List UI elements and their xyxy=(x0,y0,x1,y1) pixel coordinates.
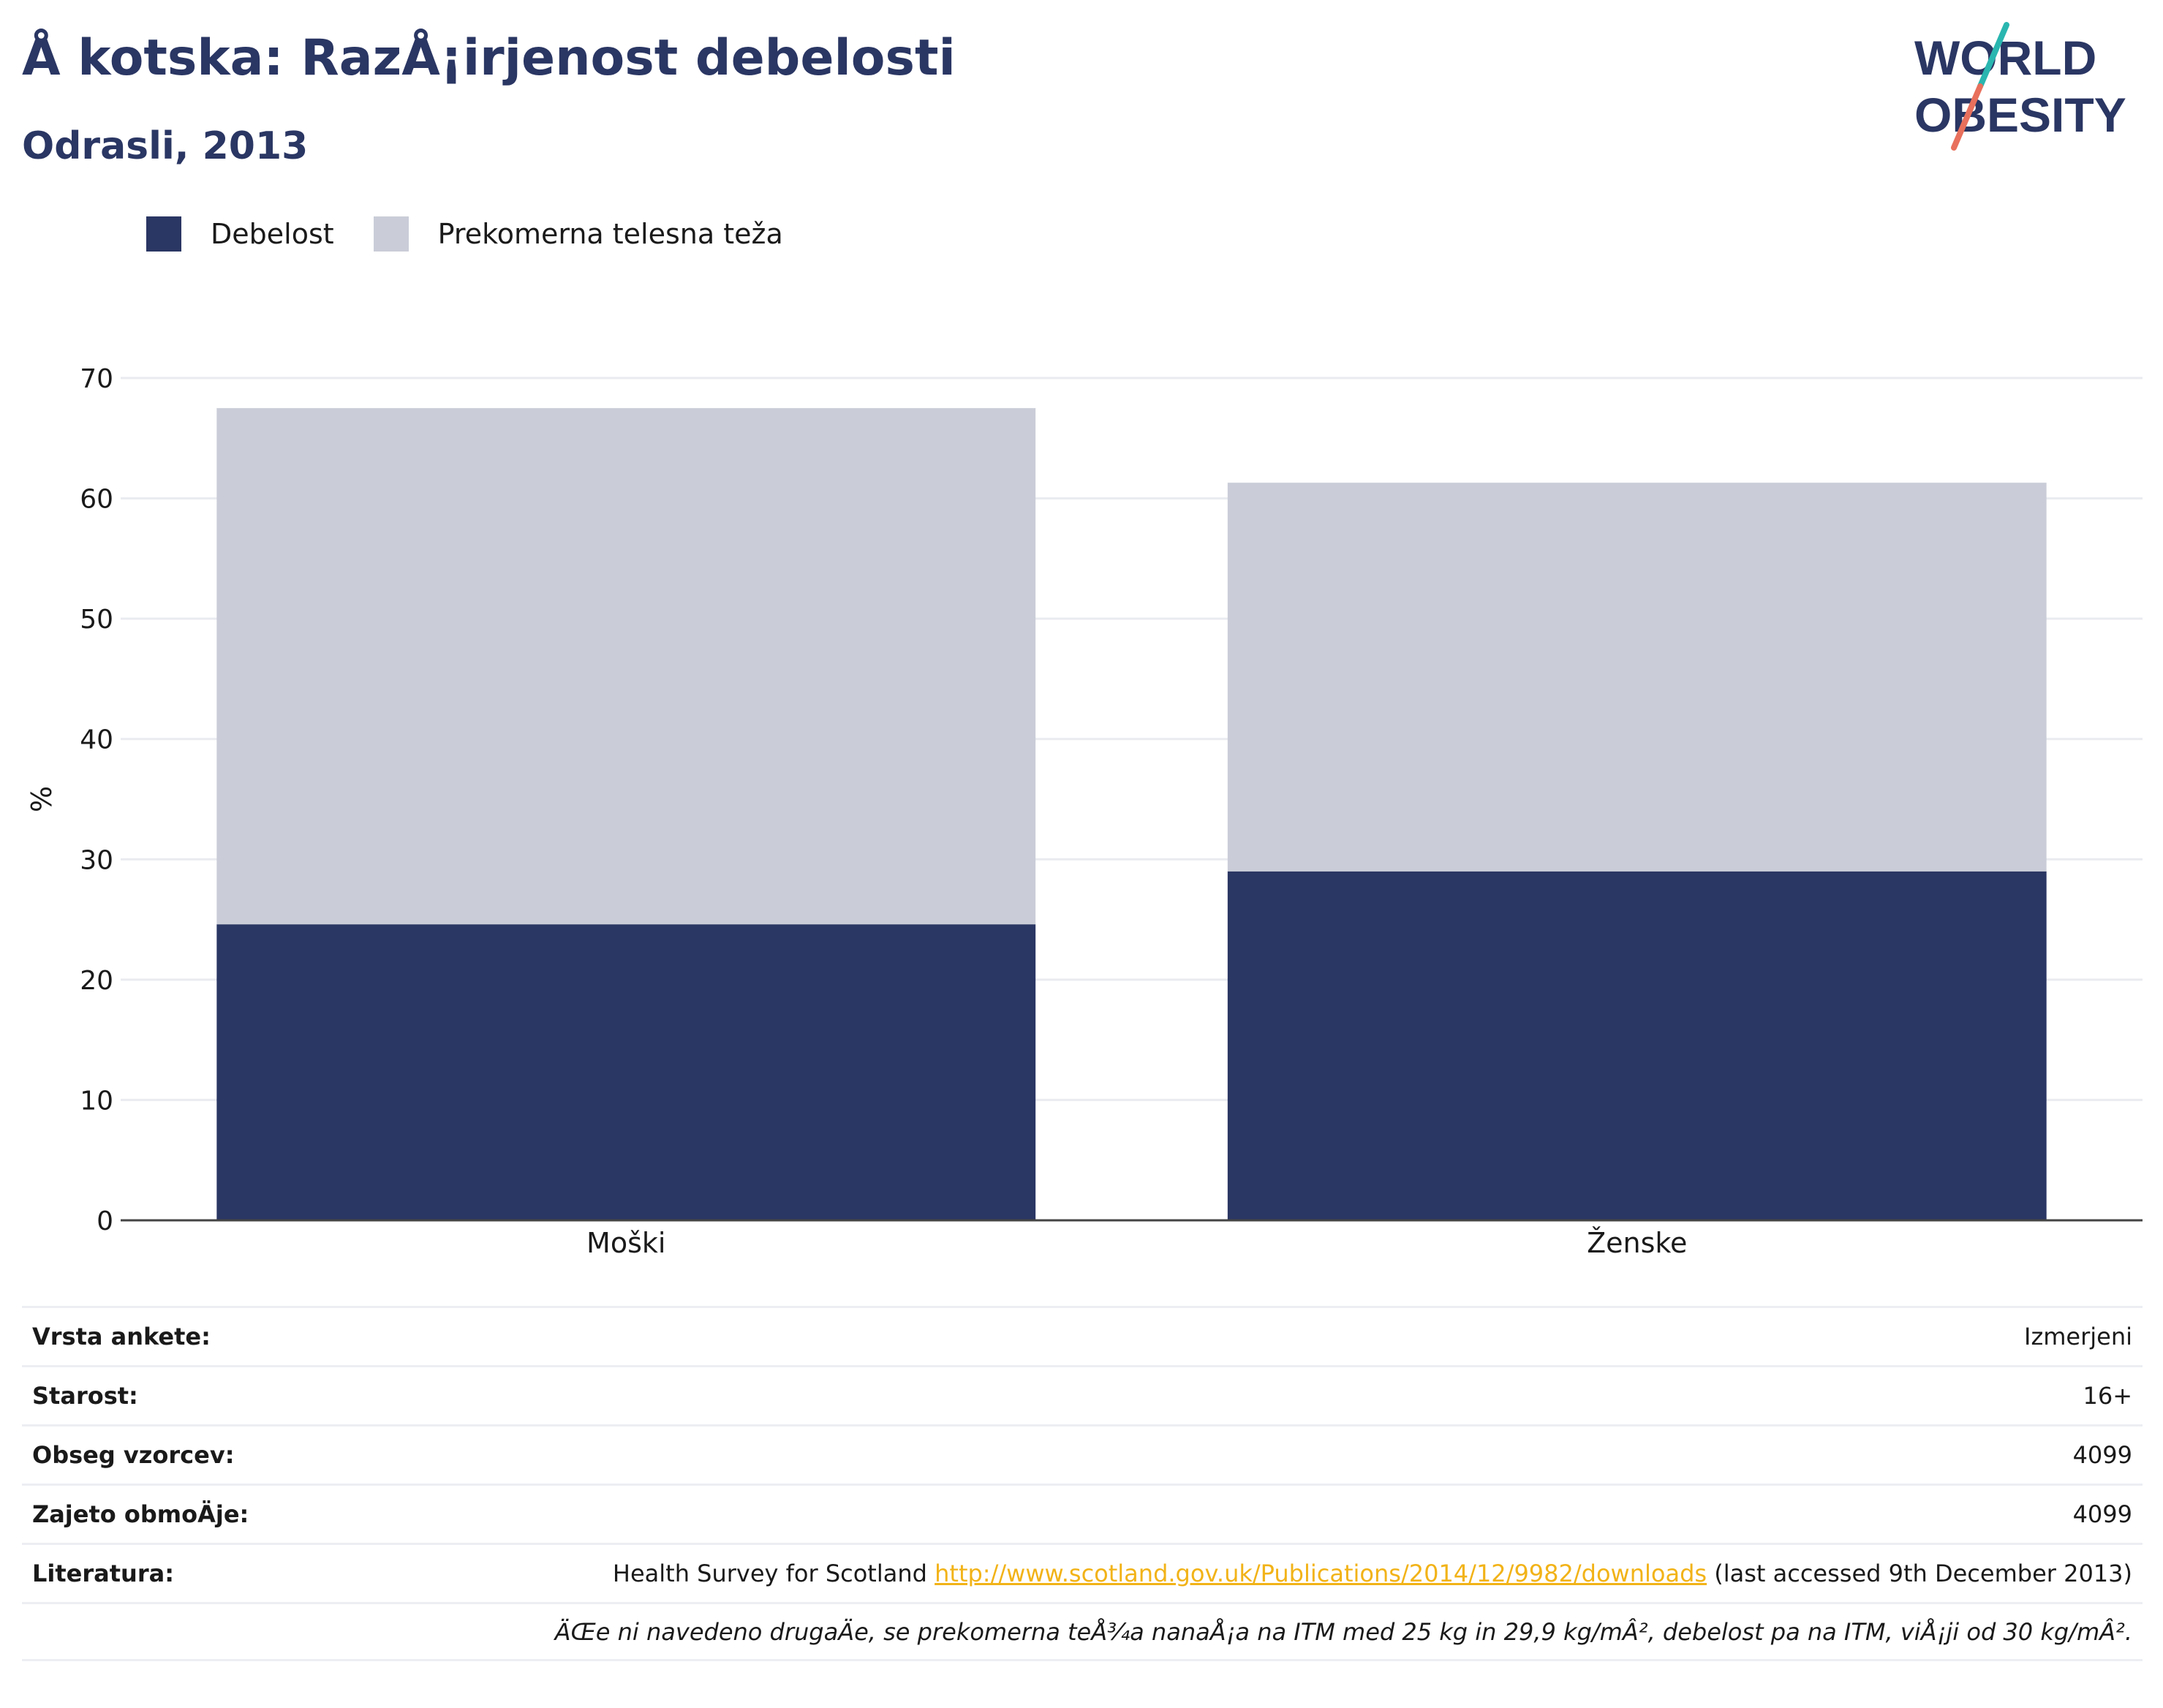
y-tick-label: 10 xyxy=(80,1086,113,1116)
logo-line2: OBESITY xyxy=(1914,88,2126,142)
logo-slash-bottom xyxy=(1951,83,1983,151)
bar-debelost-1 xyxy=(1227,871,2047,1220)
chart-subtitle: Odrasli, 2013 xyxy=(22,124,309,168)
y-axis-title: % xyxy=(26,786,58,812)
legend-swatch-debelost xyxy=(146,216,181,252)
info-note-row: ÄŒe ni navedeno drugaÄe, se prekomerna t… xyxy=(22,1602,2143,1661)
y-tick-label: 0 xyxy=(97,1206,113,1236)
y-tick-label: 60 xyxy=(80,485,113,515)
reference-prefix: Health Survey for Scotland xyxy=(612,1560,935,1587)
chart-legend: Debelost Prekomerna telesna teža xyxy=(146,216,823,252)
y-tick-label: 50 xyxy=(80,605,113,635)
info-key: Obseg vzorcev: xyxy=(32,1441,235,1469)
definition-note: ÄŒe ni navedeno drugaÄe, se prekomerna t… xyxy=(554,1617,2132,1646)
bar-prekomerna-0 xyxy=(216,408,1036,925)
reference-suffix: (last accessed 9th December 2013) xyxy=(1707,1560,2132,1587)
x-tick-label: Moški xyxy=(586,1227,665,1259)
chart-title: Å kotska: RazÅ¡irjenost debelosti xyxy=(22,29,956,87)
bar-debelost-0 xyxy=(216,924,1036,1220)
y-tick-label: 40 xyxy=(80,725,113,755)
x-tick-label: Ženske xyxy=(1587,1227,1687,1259)
info-value: 16+ xyxy=(2083,1382,2132,1410)
info-row-age: Starost: 16+ xyxy=(22,1365,2143,1424)
info-row-survey-type: Vrsta ankete: Izmerjeni xyxy=(22,1306,2143,1365)
y-tick-label: 20 xyxy=(80,966,113,996)
y-tick-label: 30 xyxy=(80,845,113,875)
info-row-sample-size: Obseg vzorcev: 4099 xyxy=(22,1424,2143,1484)
info-table: Vrsta ankete: Izmerjeni Starost: 16+ Obs… xyxy=(22,1306,2143,1661)
legend-item-prekomerna[interactable]: Prekomerna telesna teža xyxy=(373,216,783,252)
legend-swatch-prekomerna xyxy=(373,216,409,252)
info-value: 4099 xyxy=(2072,1441,2132,1469)
info-key: Starost: xyxy=(32,1382,138,1410)
legend-label: Prekomerna telesna teža xyxy=(437,218,783,250)
info-value: 4099 xyxy=(2072,1500,2132,1528)
legend-item-debelost[interactable]: Debelost xyxy=(146,216,334,252)
world-obesity-logo: WORLD OBESITY xyxy=(1914,22,2126,151)
bar-prekomerna-1 xyxy=(1227,483,2047,872)
info-key: Zajeto obmoÄje: xyxy=(32,1500,249,1528)
logo-line1: WORLD xyxy=(1914,31,2096,85)
info-row-reference: Literatura: Health Survey for Scotland h… xyxy=(22,1543,2143,1602)
info-key: Vrsta ankete: xyxy=(32,1323,211,1350)
info-value: Izmerjeni xyxy=(2024,1323,2132,1350)
reference-value: Health Survey for Scotland http://www.sc… xyxy=(613,1560,2132,1587)
logo-slash-top xyxy=(1977,22,2009,89)
info-row-area-covered: Zajeto obmoÄje: 4099 xyxy=(22,1484,2143,1543)
y-tick-label: 70 xyxy=(80,364,113,394)
info-key: Literatura: xyxy=(32,1560,174,1587)
bar-chart: 0 10 20 30 40 50 60 70% Moški Ženske xyxy=(26,364,2143,1259)
reference-link[interactable]: http://www.scotland.gov.uk/Publications/… xyxy=(935,1560,1707,1587)
legend-label: Debelost xyxy=(211,218,334,250)
